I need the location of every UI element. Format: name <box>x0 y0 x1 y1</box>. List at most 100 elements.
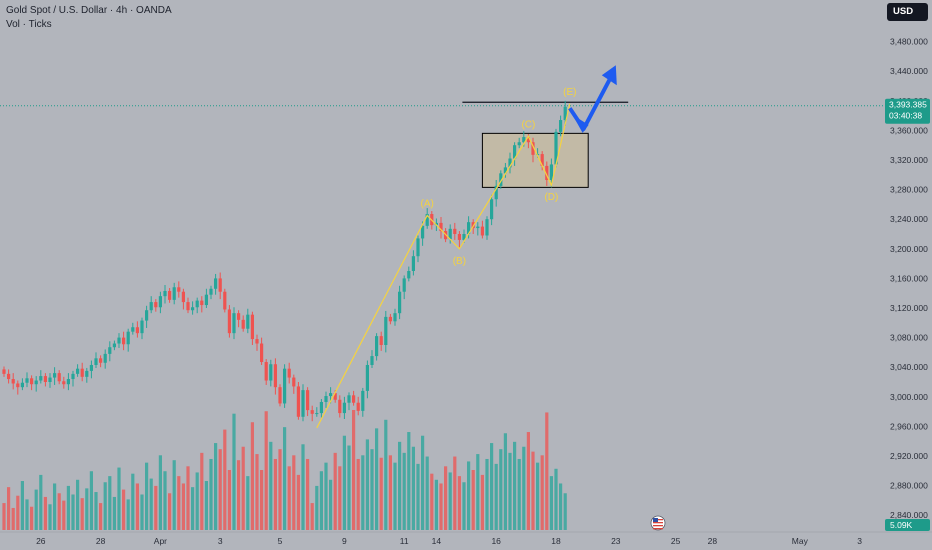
candle-body <box>269 364 273 381</box>
candle-body <box>407 271 411 279</box>
volume-bar <box>154 485 158 530</box>
candle-body <box>177 287 181 292</box>
candle-body <box>204 294 208 306</box>
price-tag-value: 3,393.385 <box>889 100 927 110</box>
candle-body <box>531 142 535 155</box>
candle-body <box>241 319 245 329</box>
candle-body <box>310 410 314 414</box>
volume-bar <box>112 496 116 530</box>
candle-body <box>301 390 305 417</box>
candle-body <box>191 307 195 311</box>
volume-bar <box>66 485 70 530</box>
volume-bar <box>227 470 231 530</box>
volume-bar <box>499 449 503 530</box>
volume-bar <box>375 428 379 530</box>
volume-bar <box>402 452 406 530</box>
volume-bar <box>11 507 15 530</box>
candle-body <box>135 327 139 334</box>
candle-body <box>195 300 199 308</box>
volume-bar <box>379 457 383 530</box>
candle-body <box>517 142 521 146</box>
candle-body <box>421 225 425 239</box>
volume-bar <box>131 473 135 530</box>
x-tick-label: 25 <box>671 536 681 546</box>
candle-body <box>398 291 402 314</box>
candle-body <box>411 256 415 271</box>
candle-body <box>218 278 222 292</box>
candle-body <box>246 314 250 329</box>
y-tick-label: 3,120.000 <box>890 303 928 313</box>
y-tick-label: 3,040.000 <box>890 362 928 372</box>
y-tick-label: 2,920.000 <box>890 451 928 461</box>
currency-button[interactable]: USD <box>887 3 928 21</box>
volume-bar <box>94 492 98 530</box>
candle-body <box>559 120 563 132</box>
candle-body <box>7 373 11 380</box>
candle-body <box>89 364 93 371</box>
volume-bar <box>16 495 20 530</box>
flag-stripe <box>653 522 663 524</box>
symbol-title[interactable]: Gold Spot / U.S. Dollar · 4h · OANDA <box>6 5 172 16</box>
candle-body <box>554 131 558 165</box>
volume-bar <box>536 462 540 530</box>
volume-bar <box>462 482 466 530</box>
x-tick-label: 28 <box>708 536 718 546</box>
candle-body <box>117 337 121 344</box>
wave-label: (D) <box>544 192 558 203</box>
candle-body <box>255 339 259 344</box>
pullback-arrow-head <box>572 114 589 133</box>
candle-body <box>94 358 98 365</box>
candle-body <box>237 313 241 320</box>
volume-bar <box>342 435 346 530</box>
candle-body <box>545 165 549 180</box>
volume-bar <box>246 476 250 530</box>
volume-tag-value: 5.09K <box>890 520 913 530</box>
volume-bar <box>76 479 80 530</box>
volume-bar <box>531 451 535 530</box>
candle-body <box>342 402 346 414</box>
volume-bar <box>85 488 89 530</box>
volume-bar <box>232 413 236 530</box>
x-tick-label: 3 <box>857 536 862 546</box>
volume-bar <box>223 429 227 530</box>
volume-bar <box>315 485 319 530</box>
volume-bar <box>260 470 264 530</box>
volume-bar <box>168 493 172 530</box>
candle-body <box>453 228 457 234</box>
candle-body <box>499 173 503 186</box>
x-tick-label: 16 <box>491 536 501 546</box>
candle-body <box>425 214 429 226</box>
candle-body <box>480 226 484 236</box>
candle-body <box>526 137 530 143</box>
candle-body <box>287 368 291 378</box>
candle-body <box>154 302 158 308</box>
candle-body <box>20 382 24 388</box>
candle-body <box>494 185 498 200</box>
candle-body <box>145 310 149 321</box>
volume-bar <box>140 494 144 530</box>
candle-body <box>103 353 107 363</box>
candle-body <box>140 320 144 334</box>
volume-bar <box>453 456 457 530</box>
volume-indicator-label[interactable]: Vol · Ticks <box>6 19 52 30</box>
volume-bar <box>287 466 291 530</box>
candle-body <box>53 373 57 378</box>
candle-body <box>30 378 34 385</box>
candle-body <box>158 296 162 308</box>
volume-bar <box>177 476 181 530</box>
volume-bar <box>218 449 222 530</box>
volume-bar <box>559 483 563 530</box>
candle-body <box>200 300 204 306</box>
candle-body <box>439 222 443 232</box>
candle-body <box>457 234 461 240</box>
candle-body <box>503 167 507 174</box>
volume-bar <box>53 483 57 530</box>
volume-bar <box>522 446 526 530</box>
volume-bar <box>513 441 517 530</box>
candle-body <box>223 291 227 310</box>
volume-bar <box>421 435 425 530</box>
volume-bar <box>324 462 328 530</box>
wave-label: (B) <box>453 256 466 267</box>
wave-label: (E) <box>563 87 576 98</box>
